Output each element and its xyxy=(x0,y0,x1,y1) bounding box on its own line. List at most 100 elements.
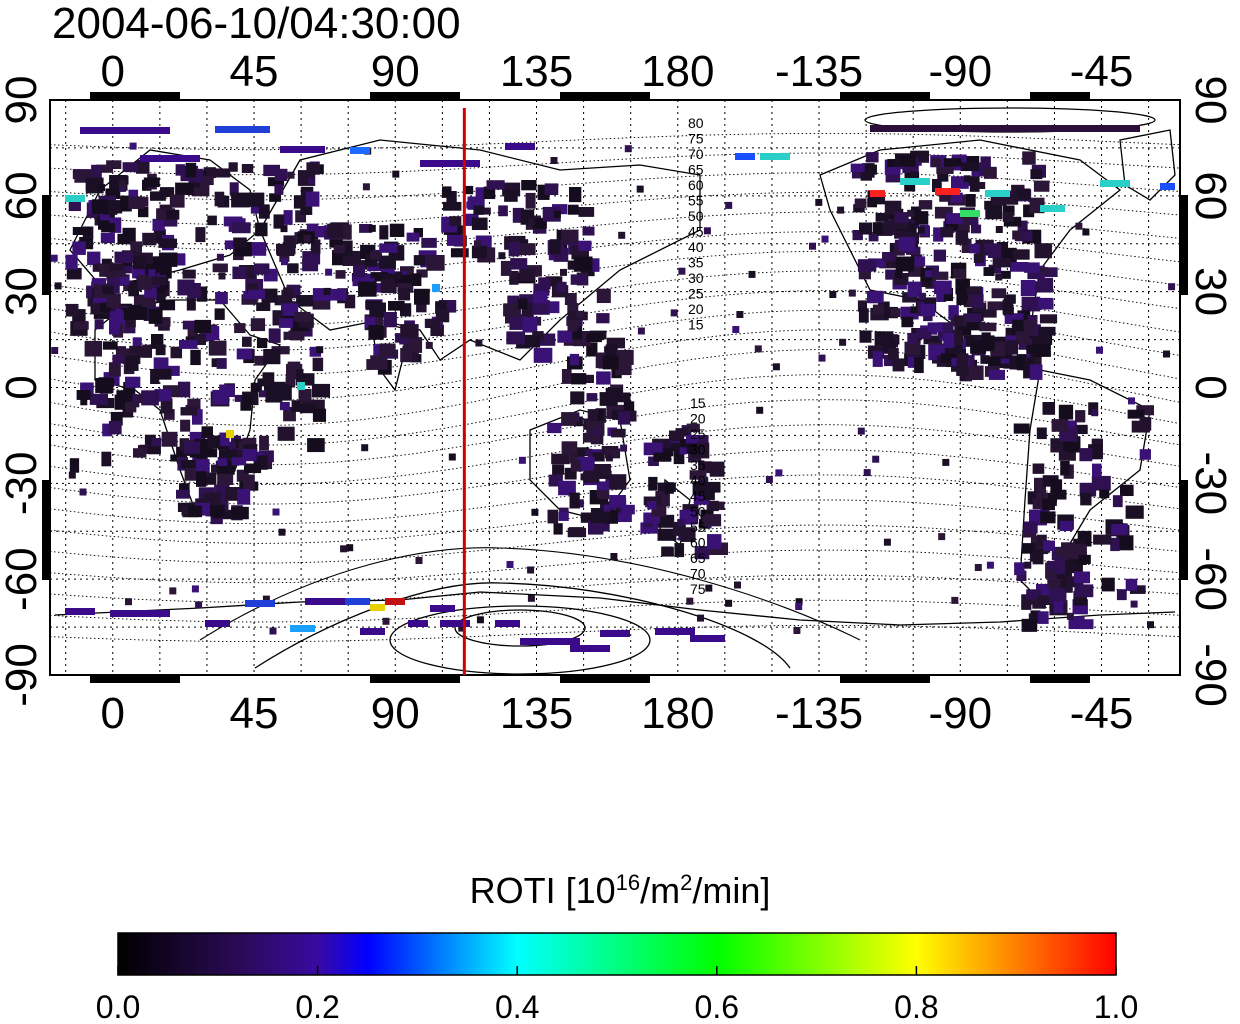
roti-cell xyxy=(300,186,314,196)
roti-cell xyxy=(234,323,246,334)
roti-cell xyxy=(214,191,225,207)
roti-cell xyxy=(901,316,914,328)
roti-cell xyxy=(1100,180,1130,187)
roti-cell xyxy=(255,222,268,237)
roti-cell xyxy=(65,195,85,202)
roti-cell xyxy=(1036,534,1047,547)
roti-cell xyxy=(112,269,126,278)
contour-label-north: 65 xyxy=(688,162,704,178)
roti-cell xyxy=(323,287,331,295)
roti-cell xyxy=(1053,601,1064,613)
contour-label-north: 50 xyxy=(688,208,704,224)
roti-cell xyxy=(870,125,1140,132)
roti-cell xyxy=(955,230,969,245)
roti-cell xyxy=(150,191,166,201)
roti-cell xyxy=(273,214,285,229)
roti-cell xyxy=(223,216,243,227)
roti-cell xyxy=(203,167,216,179)
roti-cell xyxy=(1030,351,1042,365)
roti-cell xyxy=(263,349,281,365)
roti-cell xyxy=(421,237,437,248)
roti-cell xyxy=(231,192,250,208)
roti-cell xyxy=(1021,594,1032,610)
roti-cell xyxy=(112,354,124,364)
lon-tick-label-bottom: 135 xyxy=(500,689,573,738)
roti-cell xyxy=(592,452,605,462)
roti-cell xyxy=(395,271,403,279)
roti-cell xyxy=(80,398,88,406)
roti-cell xyxy=(170,346,183,359)
roti-cell xyxy=(1051,419,1069,432)
roti-cell xyxy=(166,209,180,220)
roti-cell xyxy=(597,490,610,500)
lon-tick-label-bottom: -135 xyxy=(775,689,863,738)
roti-cell xyxy=(980,355,990,364)
roti-cell xyxy=(1093,534,1112,545)
roti-cell xyxy=(196,471,207,487)
contour-label-north: 80 xyxy=(688,115,704,131)
roti-cell xyxy=(1032,463,1045,474)
roti-cell xyxy=(1059,520,1073,532)
roti-cell xyxy=(509,315,525,330)
roti-cell xyxy=(1013,423,1030,434)
roti-cell xyxy=(132,337,142,348)
roti-cell xyxy=(389,223,405,238)
roti-cell xyxy=(367,262,382,272)
roti-cell xyxy=(109,217,122,233)
contour-label-south: 75 xyxy=(690,581,706,597)
roti-cell xyxy=(1005,340,1019,355)
lat-tick-label-right: 60 xyxy=(1186,171,1235,220)
roti-cell xyxy=(522,316,538,333)
roti-cell xyxy=(1016,354,1027,371)
roti-cell xyxy=(296,295,314,307)
roti-cell xyxy=(144,287,157,300)
roti-cell xyxy=(102,285,114,295)
roti-cell xyxy=(857,427,865,435)
roti-cell xyxy=(970,224,982,234)
roti-cell xyxy=(872,304,885,315)
roti-cell xyxy=(179,339,198,349)
roti-cell xyxy=(988,369,1006,380)
roti-cell xyxy=(294,311,311,323)
contour-label-south: 50 xyxy=(690,504,706,520)
roti-cell xyxy=(890,219,909,230)
roti-cell xyxy=(542,206,561,222)
roti-cell xyxy=(1116,535,1134,551)
roti-cell xyxy=(679,447,687,455)
roti-cell xyxy=(923,335,943,345)
roti-cell xyxy=(860,168,872,181)
roti-cell xyxy=(278,528,286,536)
lat-tick-label-left: 90 xyxy=(0,76,46,125)
roti-cell xyxy=(269,193,282,202)
roti-cell xyxy=(709,500,719,512)
roti-cell xyxy=(306,223,319,234)
roti-cell xyxy=(965,194,976,207)
roti-cell xyxy=(303,234,311,242)
roti-cell xyxy=(287,263,299,274)
roti-cell xyxy=(1033,180,1050,192)
roti-cell xyxy=(954,315,965,332)
roti-cell xyxy=(392,170,400,178)
roti-cell xyxy=(1036,492,1048,507)
colorbar-title-square: 2 xyxy=(680,870,693,895)
roti-cell xyxy=(356,260,368,270)
roti-cell xyxy=(136,160,150,174)
roti-cell xyxy=(217,473,234,486)
contour-label-north: 30 xyxy=(688,270,704,286)
roti-cell xyxy=(548,301,560,314)
roti-cell xyxy=(914,256,926,267)
roti-cell xyxy=(258,204,270,219)
roti-cell xyxy=(570,391,585,405)
roti-cell xyxy=(137,345,152,358)
roti-cell xyxy=(870,190,885,197)
roti-cell xyxy=(850,163,865,173)
roti-cell xyxy=(418,250,437,260)
roti-cell xyxy=(858,308,869,323)
roti-cell xyxy=(105,188,121,200)
roti-cell xyxy=(900,178,930,185)
roti-cell xyxy=(859,330,872,343)
roti-cell xyxy=(686,597,694,605)
roti-cell xyxy=(692,435,709,445)
roti-cell xyxy=(694,546,710,560)
roti-cell xyxy=(212,263,228,273)
